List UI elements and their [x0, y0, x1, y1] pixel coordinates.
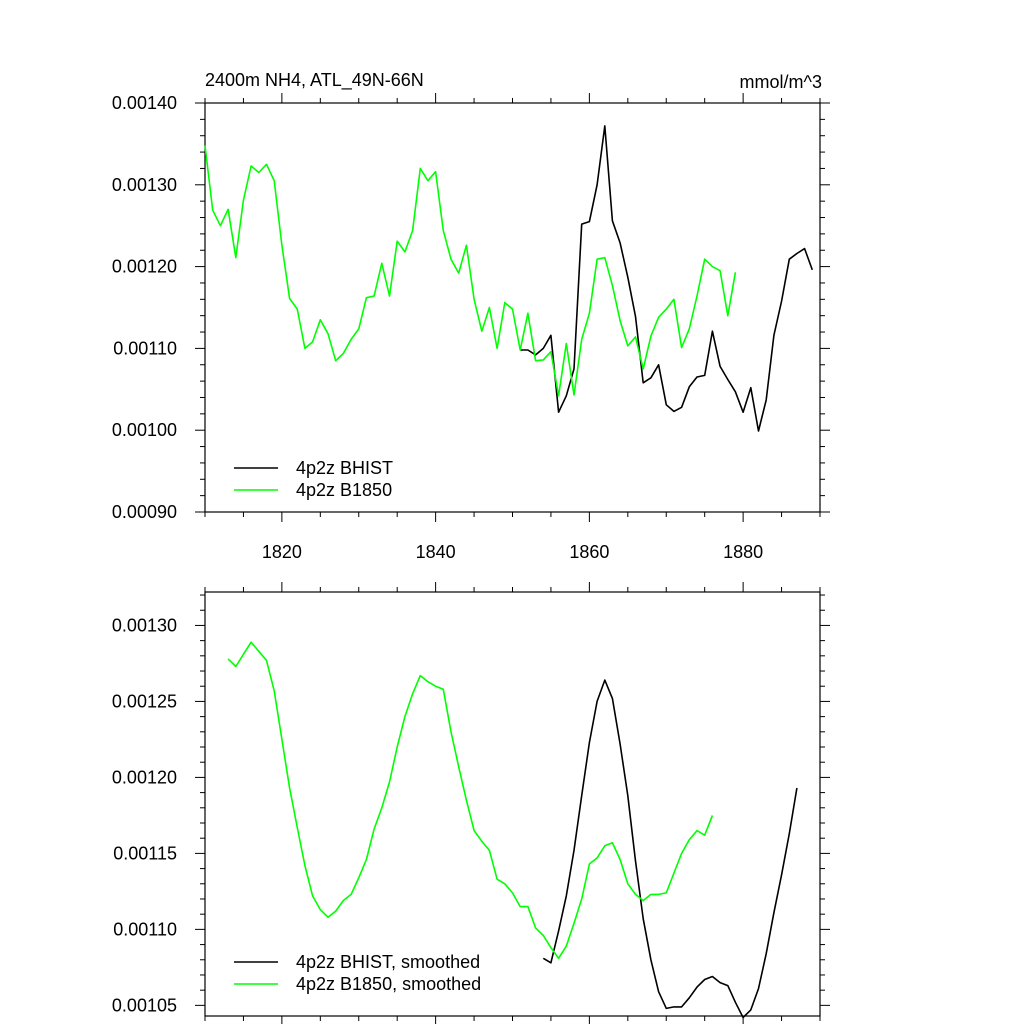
top-axes: 1820 1840 1860 1880 0.00090 0.00100 0.00110 0.0… — [112, 93, 830, 562]
y-tick-label: 0.00130 — [112, 615, 177, 635]
series-line-2 — [227, 641, 714, 960]
top-series — [204, 125, 814, 432]
series-line-2 — [204, 145, 737, 397]
series-line-1 — [520, 125, 814, 432]
y-tick-label: 0.00110 — [113, 338, 177, 358]
y-tick-label: 0.00100 — [112, 420, 177, 440]
top-panel: 2400m NH4, ATL_49N-66N mmol/m^3 1820 1840… — [112, 70, 830, 562]
units-label: mmol/m^3 — [740, 72, 822, 92]
bottom-axes: 0.00105 0.00110 0.00115 0.00120 0.00125 0.001… — [112, 582, 830, 1024]
legend-label-1: 4p2z BHIST — [296, 458, 393, 478]
y-tick-label: 0.00125 — [112, 691, 177, 711]
legend-label-1: 4p2z BHIST, smoothed — [296, 952, 480, 972]
legend-label-2: 4p2z B1850, smoothed — [296, 974, 481, 994]
chart-title: 2400m NH4, ATL_49N-66N — [205, 70, 424, 91]
x-tick-label: 1860 — [569, 542, 609, 562]
x-tick-label: 1820 — [262, 542, 302, 562]
y-tick-label: 0.00115 — [113, 843, 177, 863]
legend-label-2: 4p2z B1850 — [296, 480, 392, 500]
y-tick-label: 0.00130 — [112, 175, 177, 195]
y-tick-label: 0.00105 — [112, 995, 177, 1015]
x-tick-label: 1840 — [416, 542, 456, 562]
series-line-1 — [542, 679, 798, 1019]
y-tick-label: 0.00110 — [113, 919, 177, 939]
y-tick-label: 0.00120 — [112, 767, 177, 787]
x-tick-label: 1880 — [723, 542, 763, 562]
y-tick-label: 0.00140 — [112, 93, 177, 113]
bottom-panel: 0.00105 0.00110 0.00115 0.00120 0.00125 0.001… — [112, 582, 830, 1024]
y-tick-label: 0.00120 — [112, 257, 177, 277]
bottom-series — [227, 641, 798, 1019]
y-tick-label: 0.00090 — [112, 502, 177, 522]
